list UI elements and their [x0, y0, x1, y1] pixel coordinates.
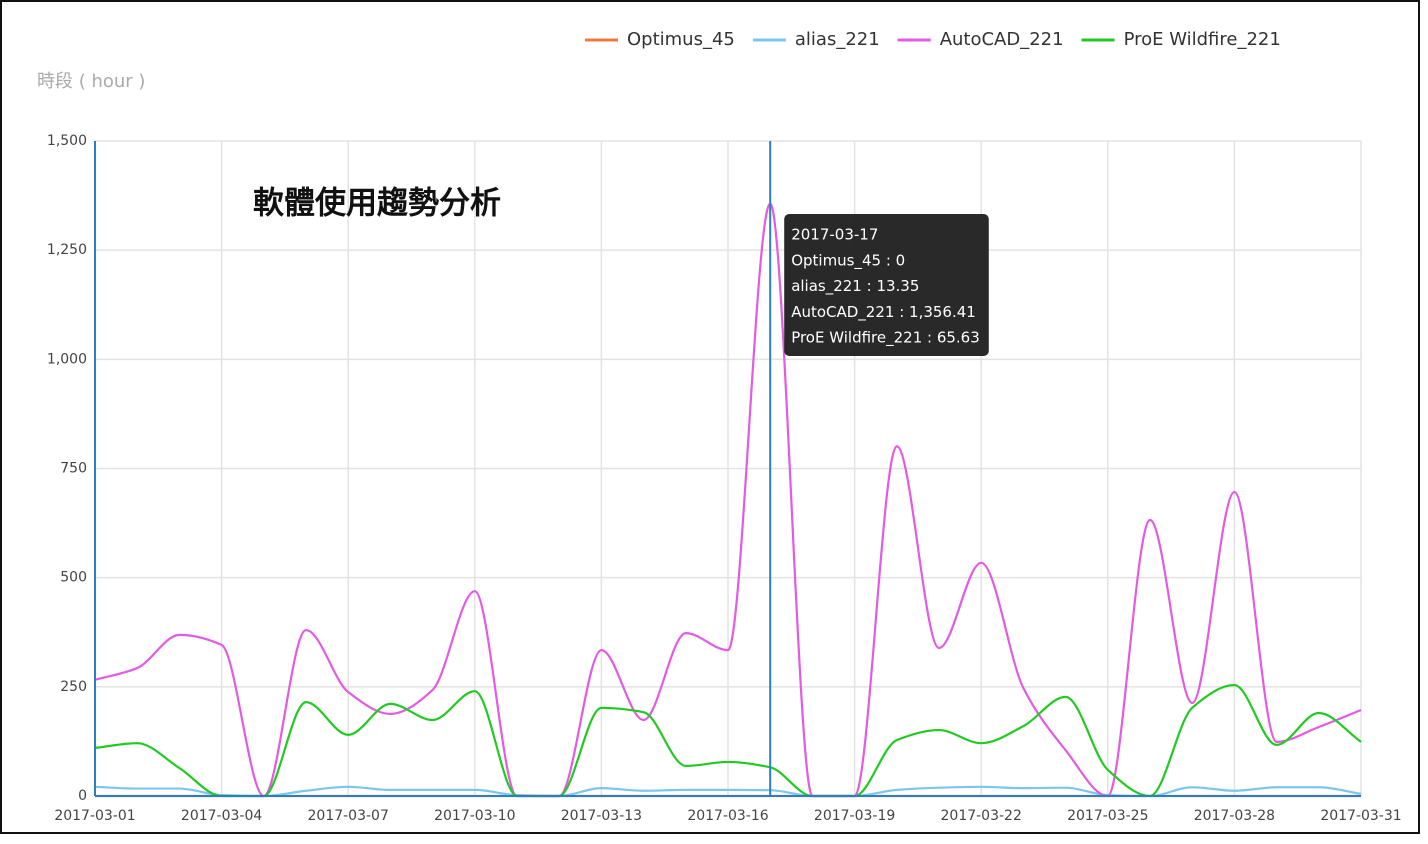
y-tick-label: 0 [78, 788, 87, 804]
x-tick-label: 2017-03-28 [1194, 808, 1275, 824]
y-tick-label: 250 [60, 679, 87, 695]
legend-label: ProE Wildfire_221 [1124, 29, 1281, 50]
x-tick-label: 2017-03-10 [434, 808, 515, 824]
tooltip-line: alias_221 : 13.35 [791, 277, 919, 296]
tooltip-box [784, 214, 989, 356]
legend-label: Optimus_45 [627, 29, 735, 50]
y-tick-label: 500 [60, 570, 87, 586]
y-tick-label: 750 [60, 461, 87, 477]
y-tick-label: 1,500 [47, 133, 87, 149]
chart-title: 軟體使用趨勢分析 [253, 186, 501, 222]
tooltip-line: Optimus_45 : 0 [791, 252, 905, 271]
x-tick-label: 2017-03-19 [814, 808, 895, 824]
tooltip-line: AutoCAD_221 : 1,356.41 [791, 303, 976, 322]
y-tick-label: 1,250 [47, 242, 87, 258]
series-line [94, 202, 1362, 798]
x-tick-label: 2017-03-31 [1320, 808, 1401, 824]
x-tick-label: 2017-03-04 [181, 808, 262, 824]
x-tick-label: 2017-03-25 [1067, 808, 1148, 824]
x-tick-label: 2017-03-01 [54, 808, 135, 824]
y-tick-label: 1,000 [47, 351, 87, 367]
tooltip-title: 2017-03-17 [791, 226, 878, 244]
legend-label: alias_221 [795, 29, 880, 50]
x-tick-label: 2017-03-16 [687, 808, 768, 824]
tooltip-line: ProE Wildfire_221 : 65.63 [791, 329, 980, 348]
y-axis-label: 時段 ( hour ) [37, 71, 145, 92]
legend-label: AutoCAD_221 [940, 29, 1064, 50]
x-tick-label: 2017-03-07 [308, 808, 389, 824]
x-tick-label: 2017-03-22 [941, 808, 1022, 824]
x-tick-label: 2017-03-13 [561, 808, 642, 824]
